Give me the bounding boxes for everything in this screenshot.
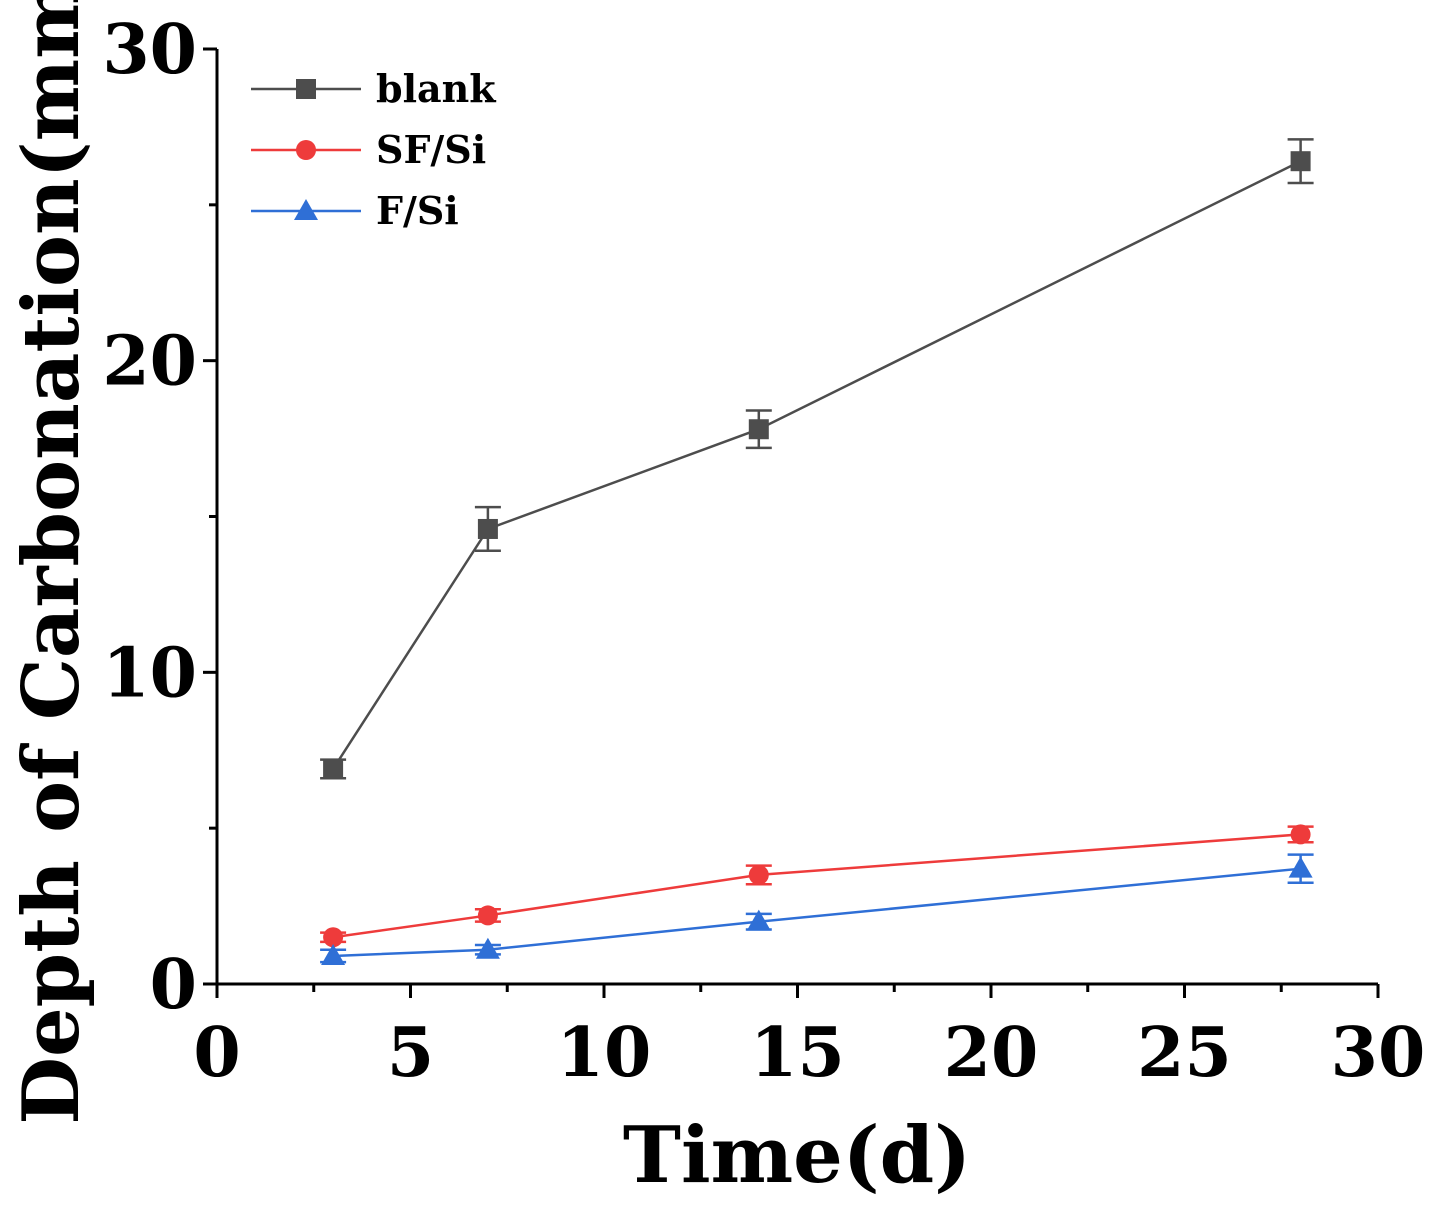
- axes: 0 5 10 15 20 25 30 0 10 20 30: [102, 10, 1425, 1093]
- x-tick-label: 20: [944, 1013, 1039, 1093]
- data-point: [746, 909, 771, 931]
- series-f-si: [320, 853, 1314, 965]
- x-tick-label: 15: [750, 1013, 845, 1093]
- legend-label: F/Si: [376, 188, 459, 233]
- data-point: [1290, 824, 1311, 845]
- legend-item: F/Si: [251, 188, 459, 233]
- y-tick-label: 30: [102, 10, 197, 90]
- x-tick-label: 10: [557, 1013, 652, 1093]
- series-line: [332, 160, 1302, 770]
- x-tick-label: 30: [1331, 1013, 1426, 1093]
- legend-marker: [296, 140, 316, 160]
- data-point: [477, 905, 498, 926]
- legend-marker: [296, 79, 316, 99]
- data-point: [748, 864, 769, 885]
- series-blank: [320, 138, 1314, 780]
- legend-label: blank: [376, 66, 496, 111]
- x-tick-label: 0: [193, 1013, 240, 1093]
- series-layer: [320, 138, 1314, 965]
- x-tick-label: 5: [387, 1013, 434, 1093]
- y-tick-label: 20: [102, 322, 197, 402]
- x-tick-label: 25: [1137, 1013, 1232, 1093]
- data-point: [477, 518, 498, 539]
- y-tick-label: 0: [150, 945, 197, 1025]
- x-axis-title: Time(d): [623, 1110, 971, 1201]
- data-point: [475, 937, 500, 959]
- series-sf-si: [320, 824, 1314, 948]
- legend: blank SF/Si F/Si: [251, 66, 496, 233]
- data-point: [1288, 856, 1313, 878]
- legend-marker: [294, 199, 318, 220]
- legend-label: SF/Si: [376, 127, 486, 172]
- data-point: [748, 419, 769, 440]
- data-point: [1290, 151, 1311, 172]
- series-line: [332, 833, 1301, 939]
- data-point: [321, 943, 346, 965]
- data-point: [323, 758, 344, 779]
- series-line: [333, 867, 1301, 958]
- y-axis-title: Depth of Carbonation(mm): [6, 0, 97, 1125]
- y-tick-label: 10: [102, 633, 197, 713]
- legend-item: SF/Si: [251, 127, 486, 172]
- legend-item: blank: [251, 66, 496, 111]
- data-point: [323, 927, 344, 948]
